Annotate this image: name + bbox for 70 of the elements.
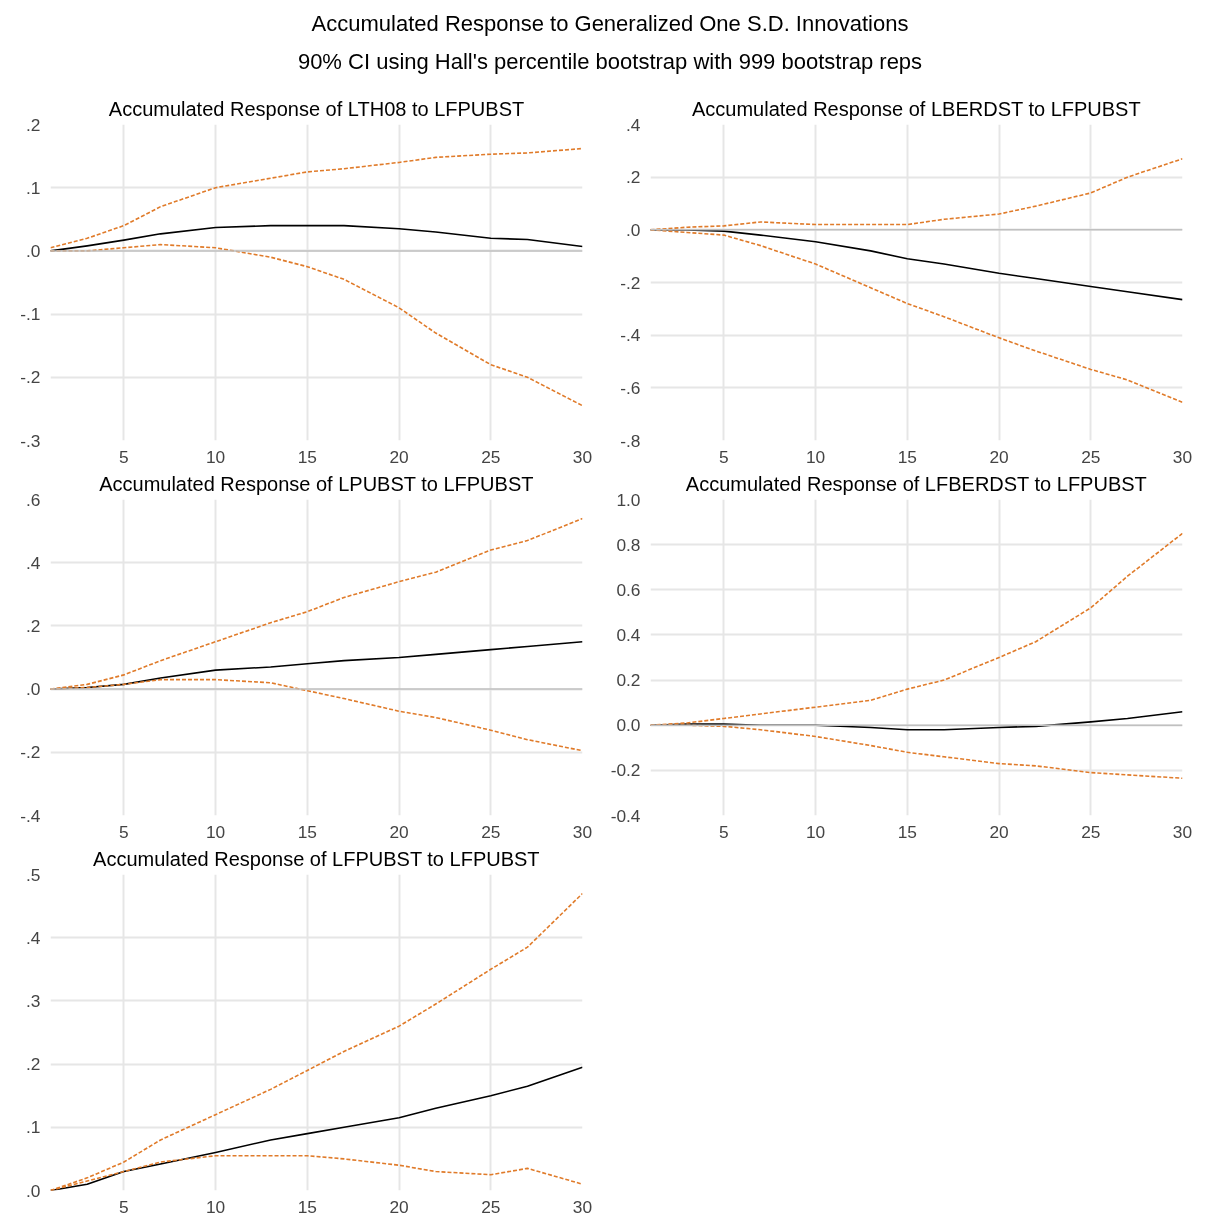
x-tick-label: 15 xyxy=(297,446,317,467)
y-tick-label: .0 xyxy=(26,240,41,261)
x-tick-label: 5 xyxy=(119,446,129,467)
x-tick-label: 10 xyxy=(805,446,826,467)
y-tick-label: 0.0 xyxy=(616,715,641,736)
x-tick-label: 5 xyxy=(119,821,129,842)
x-tick-label: 25 xyxy=(481,821,501,842)
x-tick-label: 20 xyxy=(389,1196,409,1217)
chart-title: Accumulated Response of LPUBST to LFPUBST xyxy=(99,472,534,495)
x-tick-label: 10 xyxy=(205,446,226,467)
y-tick-label: -.8 xyxy=(620,430,641,451)
y-tick-label: .0 xyxy=(26,1180,41,1201)
y-tick-label: .6 xyxy=(26,489,41,510)
x-tick-label: 10 xyxy=(205,821,226,842)
x-tick-label: 10 xyxy=(205,1196,226,1217)
x-tick-label: 15 xyxy=(297,821,317,842)
x-tick-label: 30 xyxy=(572,446,593,467)
y-tick-label: .4 xyxy=(26,927,41,948)
x-tick-label: 30 xyxy=(1172,821,1193,842)
y-tick-label: .5 xyxy=(26,864,41,885)
x-tick-label: 25 xyxy=(481,1196,501,1217)
x-tick-label: 30 xyxy=(572,821,593,842)
x-tick-label: 5 xyxy=(719,821,729,842)
y-tick-label: -0.2 xyxy=(610,760,641,781)
y-tick-label: 0.4 xyxy=(616,624,641,645)
y-tick-label: -.4 xyxy=(620,325,641,346)
y-tick-label: .2 xyxy=(26,114,41,135)
chart-title: Accumulated Response of LTH08 to LFPUBST xyxy=(108,97,525,120)
x-tick-label: 30 xyxy=(572,1196,593,1217)
y-tick-label: .0 xyxy=(626,219,641,240)
y-tick-label: -.2 xyxy=(20,367,41,388)
y-tick-label: .2 xyxy=(626,167,641,188)
x-tick-label: 25 xyxy=(1081,821,1101,842)
x-tick-label: 15 xyxy=(897,821,917,842)
y-tick-label: -.2 xyxy=(20,742,41,763)
x-tick-label: 20 xyxy=(389,821,409,842)
y-tick-label: 0.8 xyxy=(616,534,641,555)
chart-title: Accumulated Response of LBERDST to LFPUBST xyxy=(691,97,1141,120)
text: Accumulated Response to Generalized One S.D. Innovations xyxy=(310,10,910,38)
x-tick-label: 25 xyxy=(1081,446,1101,467)
y-tick-label: -.3 xyxy=(20,430,41,451)
y-tick-label: 1.0 xyxy=(616,489,641,510)
y-tick-label: 0.6 xyxy=(616,579,641,600)
y-tick-label: .3 xyxy=(26,990,41,1011)
chart-title: Accumulated Response of LFPUBST to LFPUBST xyxy=(93,847,540,870)
x-tick-label: 15 xyxy=(297,1196,317,1217)
x-tick-label: 20 xyxy=(989,821,1009,842)
y-tick-label: .1 xyxy=(26,1117,41,1138)
x-tick-label: 25 xyxy=(481,446,501,467)
x-tick-label: 20 xyxy=(989,446,1009,467)
x-tick-label: 10 xyxy=(805,821,826,842)
x-tick-label: 20 xyxy=(389,446,409,467)
x-tick-label: 5 xyxy=(119,1196,129,1217)
y-tick-label: .2 xyxy=(26,1054,41,1075)
y-tick-label: .0 xyxy=(26,679,41,700)
y-tick-label: .4 xyxy=(626,114,641,135)
y-tick-label: .4 xyxy=(26,552,41,573)
x-tick-label: 30 xyxy=(1172,446,1193,467)
y-tick-label: -.2 xyxy=(620,272,641,293)
y-tick-label: -.4 xyxy=(20,805,41,826)
y-tick-label: .2 xyxy=(26,615,41,636)
x-tick-label: 15 xyxy=(897,446,917,467)
chart-title: Accumulated Response of LFBERDST to LFPUBST xyxy=(685,472,1147,495)
y-tick-label: 0.2 xyxy=(616,670,641,691)
text: 90% CI using Hall's percentile bootstrap with 999 bootstrap reps xyxy=(297,48,923,76)
y-tick-label: -.1 xyxy=(20,304,41,325)
x-tick-label: 5 xyxy=(719,446,729,467)
y-tick-label: -.6 xyxy=(620,377,641,398)
y-tick-label: .1 xyxy=(26,177,41,198)
y-tick-label: -0.4 xyxy=(610,805,641,826)
